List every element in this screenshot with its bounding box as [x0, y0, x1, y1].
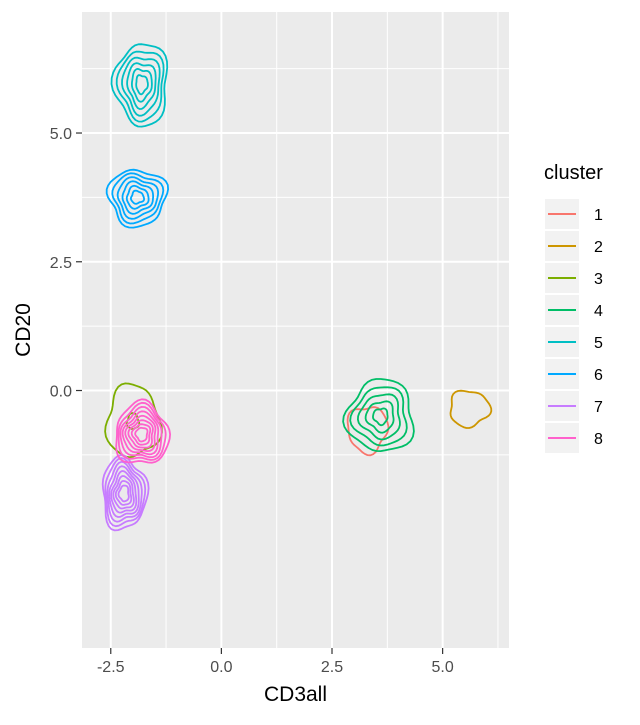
x-tick-label: 5.0	[432, 659, 454, 676]
contour-line	[124, 414, 157, 452]
legend-label-6: 6	[594, 367, 603, 384]
contour-line	[372, 407, 389, 427]
contour-line	[104, 382, 163, 459]
contour-line	[117, 484, 130, 503]
contour-series-5	[110, 43, 169, 128]
panel-background	[82, 12, 509, 648]
contour-line	[130, 423, 152, 446]
legend-label-7: 7	[594, 399, 603, 416]
legend-title: cluster	[544, 162, 603, 184]
contour-line	[342, 378, 415, 452]
y-tick-label: 0.0	[50, 384, 72, 401]
contour-line	[357, 393, 401, 441]
contour-line	[131, 68, 153, 103]
x-axis-label: CD3all	[264, 683, 327, 706]
contour-line	[115, 398, 171, 464]
contour-line	[110, 43, 169, 128]
y-tick-label: 5.0	[50, 126, 72, 143]
legend-label-4: 4	[594, 303, 603, 320]
contour-line	[135, 74, 149, 96]
contour-line	[116, 176, 159, 220]
contour-line	[111, 172, 165, 225]
contour-series-1	[346, 406, 390, 457]
contour-line	[105, 168, 169, 229]
contour-line	[364, 400, 395, 434]
contour-series-4	[342, 378, 415, 452]
x-tick-label: 0.0	[210, 659, 232, 676]
contour-line	[104, 457, 147, 528]
legend-label-8: 8	[594, 431, 603, 448]
contour-line	[449, 389, 493, 429]
grid-major	[82, 12, 509, 648]
contour-line	[121, 410, 160, 456]
legend-label-5: 5	[594, 335, 603, 352]
y-axis-label: CD20	[12, 303, 35, 357]
legend-keys: 1 2 3 4 5 6 7 8	[545, 199, 603, 453]
x-tick-label: -2.5	[97, 659, 125, 676]
contour-series-7	[101, 454, 150, 532]
contour-line	[127, 419, 154, 449]
contour-line	[130, 189, 145, 205]
contour-line	[112, 475, 135, 510]
contour-line	[126, 62, 157, 110]
contour-line	[117, 401, 167, 461]
contour-line	[121, 180, 154, 215]
contour-line	[114, 480, 133, 506]
contour-line	[349, 386, 408, 447]
legend: cluster 1 2 3 4 5 6 7 8	[544, 162, 603, 453]
y-tick-label: 2.5	[50, 255, 72, 272]
x-tick-label: 2.5	[321, 659, 343, 676]
x-axis: -2.5 0.0 2.5 5.0	[97, 648, 454, 676]
contour-line	[115, 50, 165, 123]
contour-line	[108, 465, 140, 518]
contours	[101, 43, 493, 532]
contour-line	[121, 56, 161, 117]
contour-line	[125, 184, 150, 210]
contour-line	[134, 426, 149, 443]
contour-line	[119, 406, 163, 459]
contour-series-8	[115, 398, 171, 464]
contour-series-2	[449, 389, 493, 429]
legend-label-1: 1	[594, 207, 603, 224]
contour-line	[110, 470, 138, 514]
legend-label-3: 3	[594, 271, 603, 288]
contour-line	[346, 406, 390, 457]
contour-line	[101, 454, 150, 532]
contour-series-6	[105, 168, 169, 229]
contour-line	[106, 460, 143, 523]
legend-label-2: 2	[594, 239, 603, 256]
y-axis: 0.0 2.5 5.0	[50, 126, 82, 401]
